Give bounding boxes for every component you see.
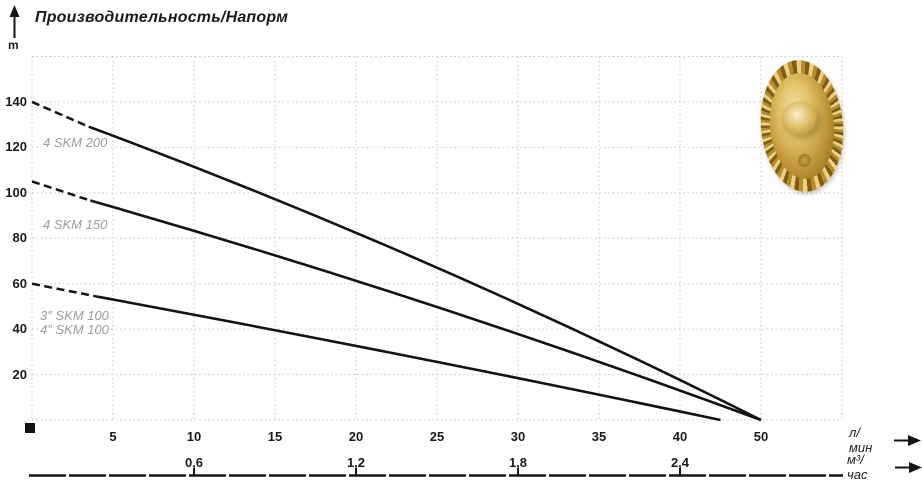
origin-marker <box>25 423 35 433</box>
x-axis-secondary-unit: м³/час <box>847 452 922 482</box>
right-arrow-icon <box>894 461 922 473</box>
secondary-unit-label: м³/час <box>847 452 868 482</box>
series-label-3skm100: 3″ SKM 100 <box>38 308 111 323</box>
pump-impeller-image <box>755 56 849 196</box>
chart-title: Производительность/Напорм <box>35 9 289 26</box>
y-axis-unit-label: m <box>8 38 19 52</box>
primary-unit-label: л/мин <box>849 425 873 455</box>
y-axis-arrow-icon <box>9 5 20 38</box>
series-label-4skm200: 4 SKM 200 <box>41 135 110 150</box>
series-label-4skm100: 4″ SKM 100 <box>38 322 111 337</box>
x-axis-primary-unit: л/мин <box>849 425 922 455</box>
series-label-4skm150: 4 SKM 150 <box>41 217 110 232</box>
right-arrow-icon <box>894 434 922 446</box>
